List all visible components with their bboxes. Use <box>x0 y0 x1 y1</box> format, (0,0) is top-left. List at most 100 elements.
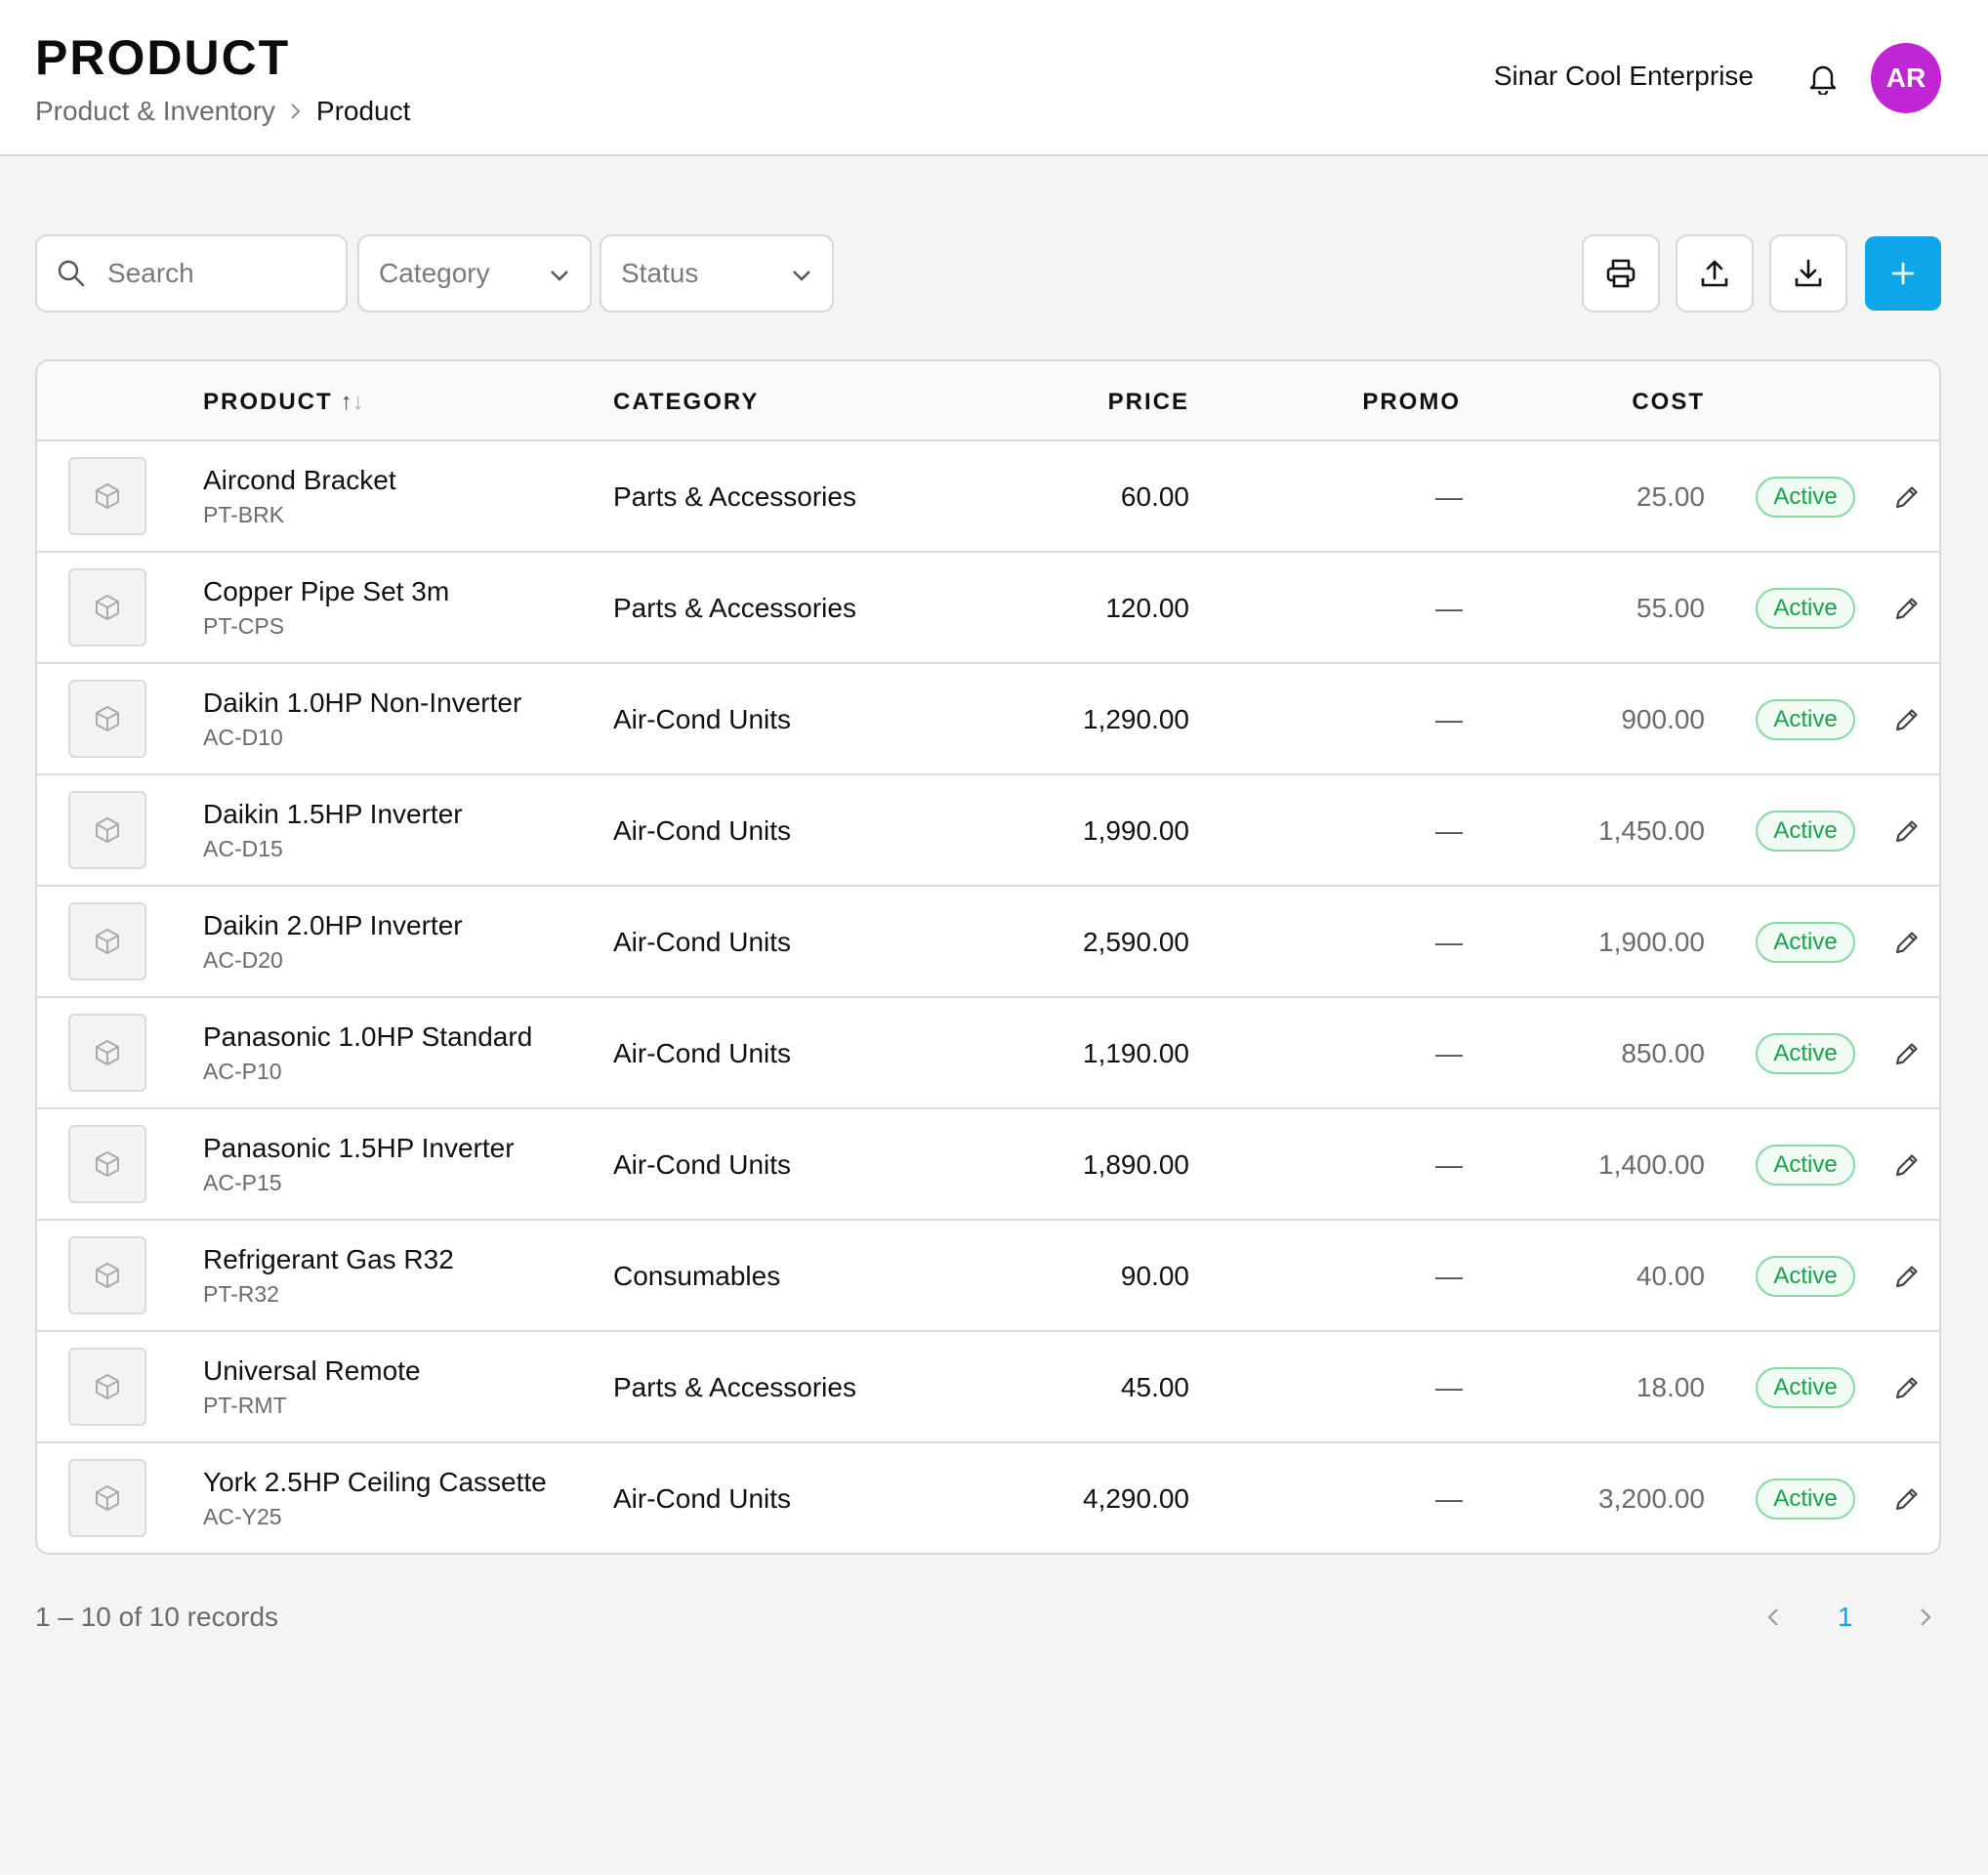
product-name: Daikin 1.0HP Non-Inverter <box>203 688 522 718</box>
toolbar: Category Status <box>35 234 1941 312</box>
table-header: PRODUCT ↑↓ CATEGORY PRICE PROMO COST <box>37 361 1939 441</box>
product-cost: 40.00 <box>1636 1261 1705 1291</box>
search-box[interactable] <box>35 234 348 312</box>
breadcrumb-parent-link[interactable]: Product & Inventory <box>35 96 275 126</box>
edit-button[interactable] <box>1890 480 1924 514</box>
status-badge: Active <box>1756 1145 1855 1186</box>
product-promo: — <box>1435 593 1463 623</box>
product-promo: — <box>1435 1261 1463 1291</box>
product-price: 4,290.00 <box>1083 1483 1189 1514</box>
pencil-icon <box>1895 820 1918 843</box>
status-badge: Active <box>1756 588 1855 629</box>
add-product-button[interactable] <box>1865 236 1941 311</box>
company-name[interactable]: Sinar Cool Enterprise <box>1493 61 1754 91</box>
chevron-down-icon <box>549 258 570 289</box>
download-button[interactable] <box>1769 234 1847 312</box>
product-category: Consumables <box>613 1261 781 1291</box>
product-thumbnail <box>68 1459 146 1537</box>
chevron-right-icon <box>1921 1608 1931 1626</box>
product-sku: AC-Y25 <box>203 1504 282 1529</box>
box-icon <box>96 1263 119 1288</box>
breadcrumb-current: Product <box>315 96 411 126</box>
edit-button[interactable] <box>1890 1482 1924 1516</box>
product-category: Air-Cond Units <box>613 927 792 957</box>
product-name: Daikin 1.5HP Inverter <box>203 799 463 829</box>
pencil-icon <box>1895 1043 1918 1065</box>
search-icon <box>57 259 86 288</box>
product-name: Panasonic 1.5HP Inverter <box>203 1133 515 1163</box>
product-category: Air-Cond Units <box>613 1038 792 1068</box>
product-promo: — <box>1435 815 1463 846</box>
search-input[interactable] <box>107 258 322 289</box>
printer-icon <box>1606 259 1636 288</box>
product-name: Aircond Bracket <box>203 465 396 495</box>
next-page-button[interactable] <box>1910 1602 1941 1633</box>
product-thumbnail <box>68 791 146 869</box>
page-number[interactable]: 1 <box>1838 1602 1853 1632</box>
product-price: 2,590.00 <box>1083 927 1189 957</box>
edit-button[interactable] <box>1890 926 1924 959</box>
product-category: Parts & Accessories <box>613 593 856 623</box>
edit-button[interactable] <box>1890 814 1924 848</box>
column-header-price: PRICE <box>1107 389 1189 415</box>
table-row[interactable]: Daikin 1.0HP Non-Inverter AC-D10 Air-Con… <box>37 664 1939 775</box>
table-row[interactable]: Refrigerant Gas R32 PT-R32 Consumables 9… <box>37 1221 1939 1332</box>
product-table: PRODUCT ↑↓ CATEGORY PRICE PROMO COST Air… <box>35 359 1941 1555</box>
table-row[interactable]: Panasonic 1.0HP Standard AC-P10 Air-Cond… <box>37 998 1939 1109</box>
plus-icon <box>1891 262 1915 285</box>
product-sku: AC-P15 <box>203 1170 282 1195</box>
product-promo: — <box>1435 927 1463 957</box>
product-price: 1,290.00 <box>1083 704 1189 734</box>
table-row[interactable]: Universal Remote PT-RMT Parts & Accessor… <box>37 1332 1939 1443</box>
edit-button[interactable] <box>1890 1037 1924 1070</box>
box-icon <box>96 483 119 509</box>
table-row[interactable]: Daikin 1.5HP Inverter AC-D15 Air-Cond Un… <box>37 775 1939 887</box>
status-badge: Active <box>1756 1256 1855 1297</box>
product-category: Air-Cond Units <box>613 1149 792 1180</box>
upload-button[interactable] <box>1676 234 1754 312</box>
bell-icon[interactable] <box>1806 61 1840 96</box>
pencil-icon <box>1895 932 1918 954</box>
print-button[interactable] <box>1582 234 1660 312</box>
upload-icon <box>1701 260 1728 287</box>
table-row[interactable]: Aircond Bracket PT-BRK Parts & Accessori… <box>37 441 1939 553</box>
product-name: Daikin 2.0HP Inverter <box>203 910 463 940</box>
edit-button[interactable] <box>1890 592 1924 625</box>
table-row[interactable]: York 2.5HP Ceiling Cassette AC-Y25 Air-C… <box>37 1443 1939 1553</box>
table-body: Aircond Bracket PT-BRK Parts & Accessori… <box>37 441 1939 1553</box>
product-cost: 18.00 <box>1636 1372 1705 1402</box>
prev-page-button[interactable] <box>1758 1602 1789 1633</box>
box-icon <box>96 1485 119 1511</box>
box-icon <box>96 1374 119 1399</box>
pencil-icon <box>1895 1377 1918 1399</box>
edit-button[interactable] <box>1890 703 1924 736</box>
product-thumbnail <box>68 568 146 646</box>
status-badge: Active <box>1756 811 1855 852</box>
product-promo: — <box>1435 1483 1463 1514</box>
box-icon <box>96 1151 119 1177</box>
status-badge: Active <box>1756 477 1855 518</box>
table-row[interactable]: Daikin 2.0HP Inverter AC-D20 Air-Cond Un… <box>37 887 1939 998</box>
table-row[interactable]: Copper Pipe Set 3m PT-CPS Parts & Access… <box>37 553 1939 664</box>
category-select[interactable]: Category <box>357 234 592 312</box>
product-name: Universal Remote <box>203 1355 421 1386</box>
status-badge: Active <box>1756 1479 1855 1520</box>
column-header-product[interactable]: PRODUCT ↑↓ <box>203 389 364 416</box>
column-header-category: CATEGORY <box>613 389 760 415</box>
edit-button[interactable] <box>1890 1371 1924 1404</box>
product-cost: 1,900.00 <box>1598 927 1705 957</box>
edit-button[interactable] <box>1890 1148 1924 1182</box>
product-price: 1,190.00 <box>1083 1038 1189 1068</box>
product-promo: — <box>1435 1149 1463 1180</box>
product-price: 1,890.00 <box>1083 1149 1189 1180</box>
status-badge: Active <box>1756 922 1855 963</box>
table-row[interactable]: Panasonic 1.5HP Inverter AC-P15 Air-Cond… <box>37 1109 1939 1221</box>
avatar[interactable]: AR <box>1871 43 1941 113</box>
status-badge: Active <box>1756 1033 1855 1074</box>
sort-icon[interactable]: ↑↓ <box>340 389 364 415</box>
edit-button[interactable] <box>1890 1260 1924 1293</box>
status-badge: Active <box>1756 1367 1855 1408</box>
product-sku: AC-D15 <box>203 836 283 861</box>
product-sku: AC-D10 <box>203 725 283 750</box>
status-select[interactable]: Status <box>600 234 834 312</box>
